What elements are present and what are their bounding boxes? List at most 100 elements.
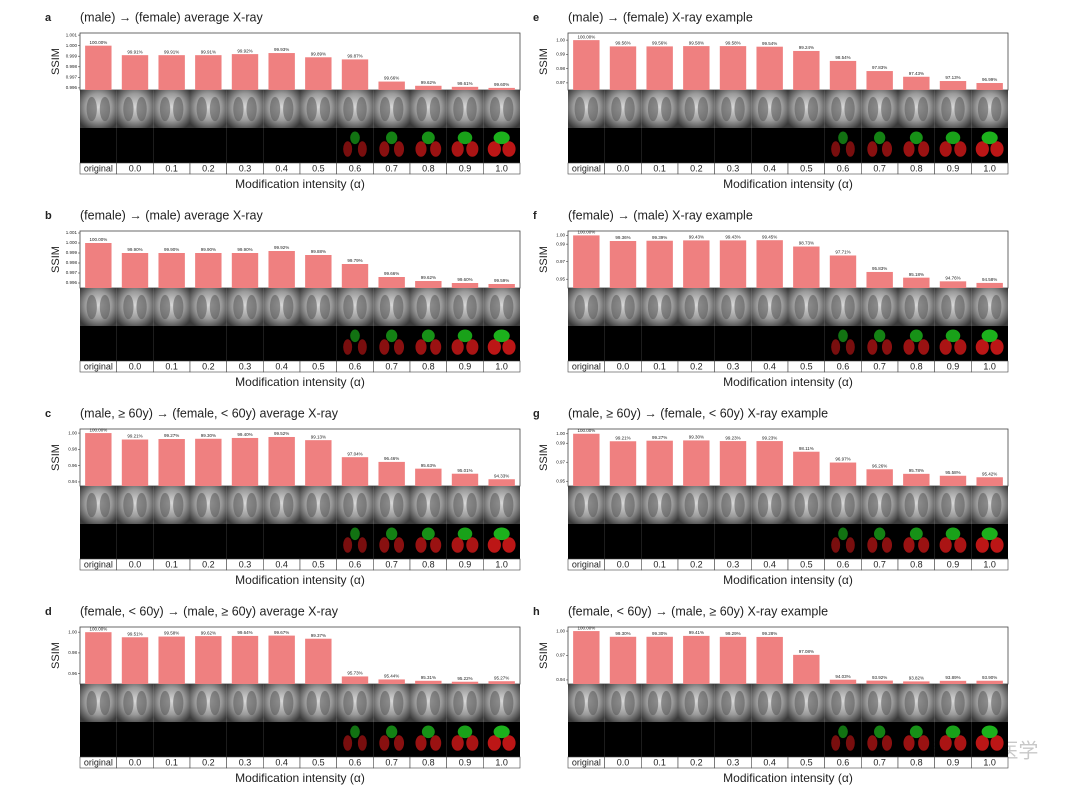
bar: [268, 436, 295, 486]
xray-lung: [721, 492, 732, 518]
xray-thumbnail: [190, 684, 227, 722]
difference-blob: [874, 725, 886, 739]
xray-lung: [734, 294, 745, 320]
x-tick-label: 0.1: [165, 361, 178, 371]
y-tick-label: 0.999: [66, 53, 78, 58]
difference-blob: [838, 527, 848, 541]
xray-lung: [283, 294, 294, 320]
y-axis-label: SSIM: [50, 444, 62, 471]
value-label: 99.40%: [237, 432, 252, 437]
panel-title: (male) → (female) average X-ray: [80, 10, 263, 24]
difference-blob: [903, 141, 915, 157]
bar: [231, 635, 259, 684]
xray-lung: [917, 690, 929, 716]
y-tick-label: 0.98: [556, 66, 565, 71]
y-tick-label: 1.001: [66, 230, 78, 235]
xray-lung: [624, 96, 635, 122]
difference-blob: [421, 527, 435, 541]
difference-blob: [379, 141, 390, 157]
bar: [683, 46, 710, 90]
xray-lung: [647, 96, 659, 122]
category-cell: [483, 360, 521, 373]
x-tick-label: original: [84, 757, 113, 767]
x-tick-label: original: [84, 559, 113, 569]
bar: [939, 81, 967, 90]
xray-thumbnail: [714, 486, 752, 524]
difference-blob: [981, 725, 998, 739]
xray-thumbnail: [190, 288, 227, 326]
x-tick-label: 0.9: [459, 559, 472, 569]
value-label: 95.18%: [909, 272, 924, 277]
xray-thumbnail: [714, 684, 752, 722]
x-tick-label: original: [572, 361, 601, 371]
difference-blob: [386, 527, 398, 541]
category-cell: [971, 162, 1009, 175]
value-label: 99.91%: [201, 49, 216, 54]
x-tick-label: 0.7: [873, 559, 886, 569]
bar: [305, 440, 332, 486]
xray-lung: [306, 690, 317, 716]
xray-thumbnail: [898, 684, 935, 722]
value-label: 99.66%: [384, 76, 399, 81]
difference-blob: [415, 735, 427, 751]
difference-map: [116, 326, 154, 361]
xray-thumbnail: [116, 90, 154, 128]
xray-thumbnail: [604, 90, 642, 128]
y-tick-label: 0.95: [556, 478, 565, 483]
xray-lung: [379, 294, 391, 320]
difference-blob: [867, 339, 878, 355]
xray-thumbnail: [483, 90, 520, 128]
xray-lung: [356, 294, 367, 320]
difference-blob: [831, 537, 841, 553]
xray-lung: [721, 96, 732, 122]
x-tick-label: 0.4: [275, 361, 288, 371]
xray-lung: [831, 294, 842, 320]
x-tick-label: 0.1: [653, 559, 666, 569]
xray-thumbnail: [410, 90, 447, 128]
category-cell: [971, 558, 1009, 571]
x-tick-label: 0.8: [422, 163, 435, 173]
xray-lung: [466, 96, 477, 122]
xray-lung: [904, 96, 915, 122]
xray-lung: [159, 492, 171, 518]
bar: [829, 255, 857, 288]
xray-lung: [269, 690, 281, 716]
difference-blob: [393, 735, 405, 751]
difference-blob: [945, 131, 961, 145]
xray-lung: [123, 294, 134, 320]
xray-thumbnail: [446, 90, 484, 128]
value-label: 99.45%: [762, 234, 777, 239]
difference-map: [226, 524, 264, 559]
bar: [609, 46, 637, 90]
difference-blob: [881, 537, 893, 553]
xray-lung: [173, 294, 184, 320]
x-tick-label: 0.1: [165, 757, 178, 767]
bar: [488, 284, 515, 288]
bar: [378, 81, 405, 90]
value-label: 99.39%: [652, 235, 667, 240]
xray-lung: [904, 492, 915, 518]
x-tick-label: 0.0: [617, 757, 630, 767]
x-tick-label: 0.8: [422, 757, 435, 767]
xray-lung: [574, 690, 585, 716]
xray-thumbnail: [153, 90, 190, 128]
xray-lung: [661, 96, 672, 122]
value-label: 99.13%: [311, 434, 326, 439]
value-label: 99.64%: [237, 630, 252, 635]
xray-lung: [489, 96, 501, 122]
xray-thumbnail: [934, 288, 972, 326]
difference-blob: [838, 131, 848, 145]
difference-map: [641, 722, 678, 757]
xray-lung: [697, 294, 709, 320]
xray-lung: [844, 690, 855, 716]
difference-map: [714, 128, 752, 163]
value-label: 99.90%: [237, 247, 252, 252]
x-tick-label: 0.0: [617, 361, 630, 371]
panel-letter: a: [45, 12, 52, 24]
y-axis-label: SSIM: [50, 48, 62, 75]
xray-lung: [624, 294, 635, 320]
difference-map: [300, 326, 337, 361]
y-tick-label: 0.95: [556, 276, 565, 281]
bar: [488, 479, 515, 486]
x-tick-label: 0.7: [385, 559, 398, 569]
